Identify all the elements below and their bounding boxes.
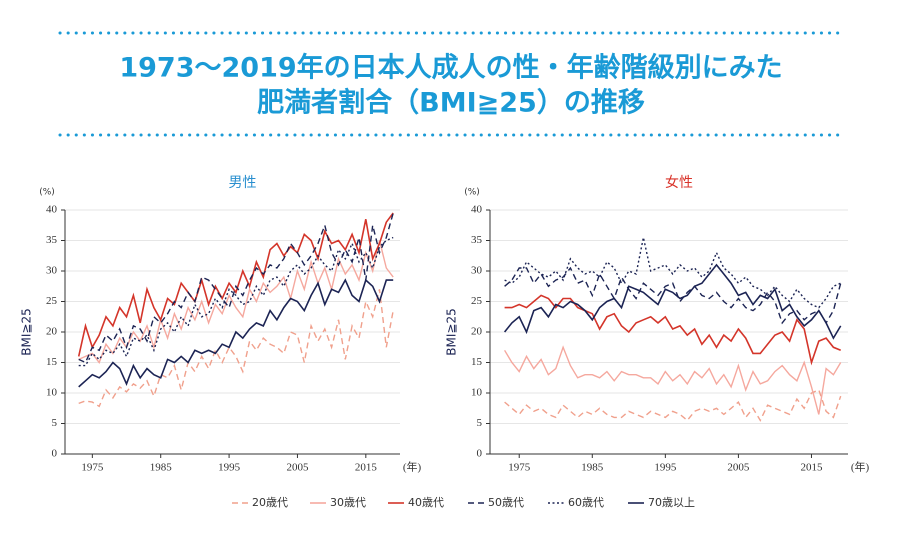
legend-label: 30歳代 <box>330 496 366 509</box>
x-tick-label: 1975 <box>81 462 104 474</box>
x-tick-label: 2015 <box>355 462 378 474</box>
x-unit: (年) <box>403 460 422 474</box>
y-tick-label: 40 <box>46 204 58 216</box>
series-line <box>503 263 842 340</box>
y-tick-label: 20 <box>46 326 58 338</box>
series-line <box>504 266 842 325</box>
legend-label: 60歳代 <box>568 496 604 509</box>
series-line <box>504 294 842 366</box>
x-tick-label: 2005 <box>727 462 750 474</box>
y-tick-label: 5 <box>477 417 483 429</box>
series-line <box>504 237 841 309</box>
series-line <box>78 236 394 367</box>
y-tick-label: 25 <box>471 295 483 307</box>
y-tick-label: 30 <box>46 265 58 277</box>
series-line <box>503 345 842 415</box>
x-tick-label: 1995 <box>654 462 677 474</box>
panel-title: 女性 <box>665 174 693 191</box>
y-unit: (%) <box>464 188 480 198</box>
legend-label: 40歳代 <box>408 496 444 509</box>
panel-title: 男性 <box>229 175 257 191</box>
x-tick-label: 2005 <box>286 462 309 474</box>
legend-label: 70歳以上 <box>648 496 695 509</box>
title: 1973～2019年の日本人成人の性・年齢階級別にみた <box>119 52 782 84</box>
legend-label: 50歳代 <box>488 496 524 509</box>
y-tick-label: 10 <box>471 387 483 399</box>
y-tick-label: 10 <box>46 387 58 399</box>
y-unit: (%) <box>39 188 55 198</box>
x-tick-label: 1995 <box>218 462 241 474</box>
title: 肥満者割合（BMI≧25）の推移 <box>257 87 645 119</box>
x-unit: (年) <box>851 460 870 474</box>
series-line <box>78 278 394 388</box>
y-tick-label: 5 <box>52 417 58 429</box>
legend-label: 20歳代 <box>252 496 288 509</box>
y-tick-label: 25 <box>46 295 58 307</box>
y-tick-label: 30 <box>471 265 483 277</box>
y-tick-label: 20 <box>471 326 483 338</box>
series-line <box>504 388 842 422</box>
y-axis-label: BMI≧25 <box>445 308 459 355</box>
y-tick-label: 35 <box>471 234 483 246</box>
y-tick-label: 0 <box>477 448 483 460</box>
series-line <box>78 212 394 364</box>
x-tick-label: 2015 <box>800 462 823 474</box>
y-tick-label: 0 <box>52 448 58 460</box>
y-axis-label: BMI≧25 <box>20 308 34 355</box>
x-tick-label: 1985 <box>581 462 604 474</box>
y-tick-label: 35 <box>46 234 58 246</box>
x-tick-label: 1985 <box>150 462 173 474</box>
series-line <box>78 240 394 364</box>
y-tick-label: 40 <box>471 204 483 216</box>
y-tick-label: 15 <box>471 356 483 368</box>
x-tick-label: 1975 <box>508 462 531 474</box>
y-tick-label: 15 <box>46 356 58 368</box>
series-line <box>77 212 394 357</box>
series-line <box>78 289 394 408</box>
